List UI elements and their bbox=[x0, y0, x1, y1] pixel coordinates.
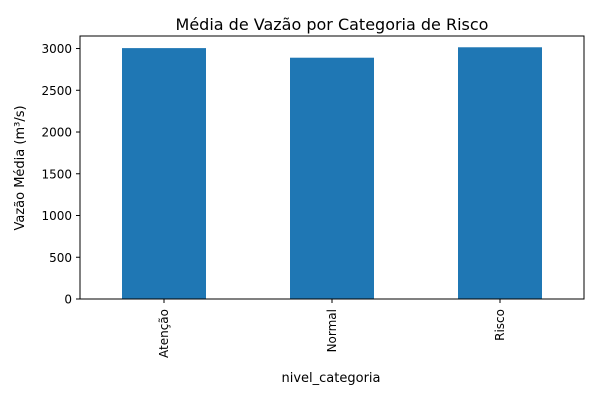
y-tick-label: 500 bbox=[49, 251, 72, 265]
bar bbox=[458, 47, 542, 300]
plot-frame bbox=[79, 35, 585, 300]
x-axis: Atenção Normal Risco bbox=[157, 299, 507, 358]
y-tick-label: 2500 bbox=[41, 84, 72, 98]
x-tick-label: Atenção bbox=[157, 309, 171, 358]
y-tick-label: 1000 bbox=[41, 209, 72, 223]
bar bbox=[290, 57, 374, 300]
y-tick-label: 1500 bbox=[41, 167, 72, 181]
x-tick-label: Normal bbox=[325, 309, 339, 352]
y-axis-label: Vazão Média (m³/s) bbox=[13, 105, 28, 230]
bars bbox=[122, 47, 542, 300]
y-tick-label: 2000 bbox=[41, 126, 72, 140]
chart-title: Média de Vazão por Categoria de Risco bbox=[176, 15, 489, 34]
x-tick-label: Risco bbox=[493, 309, 507, 341]
y-tick-label: 0 bbox=[64, 293, 72, 307]
y-tick-label: 3000 bbox=[41, 42, 72, 56]
y-axis: 0 500 1000 1500 2000 2500 3000 bbox=[41, 42, 80, 307]
x-axis-label: nivel_categoria bbox=[282, 371, 381, 386]
bar bbox=[122, 48, 206, 299]
